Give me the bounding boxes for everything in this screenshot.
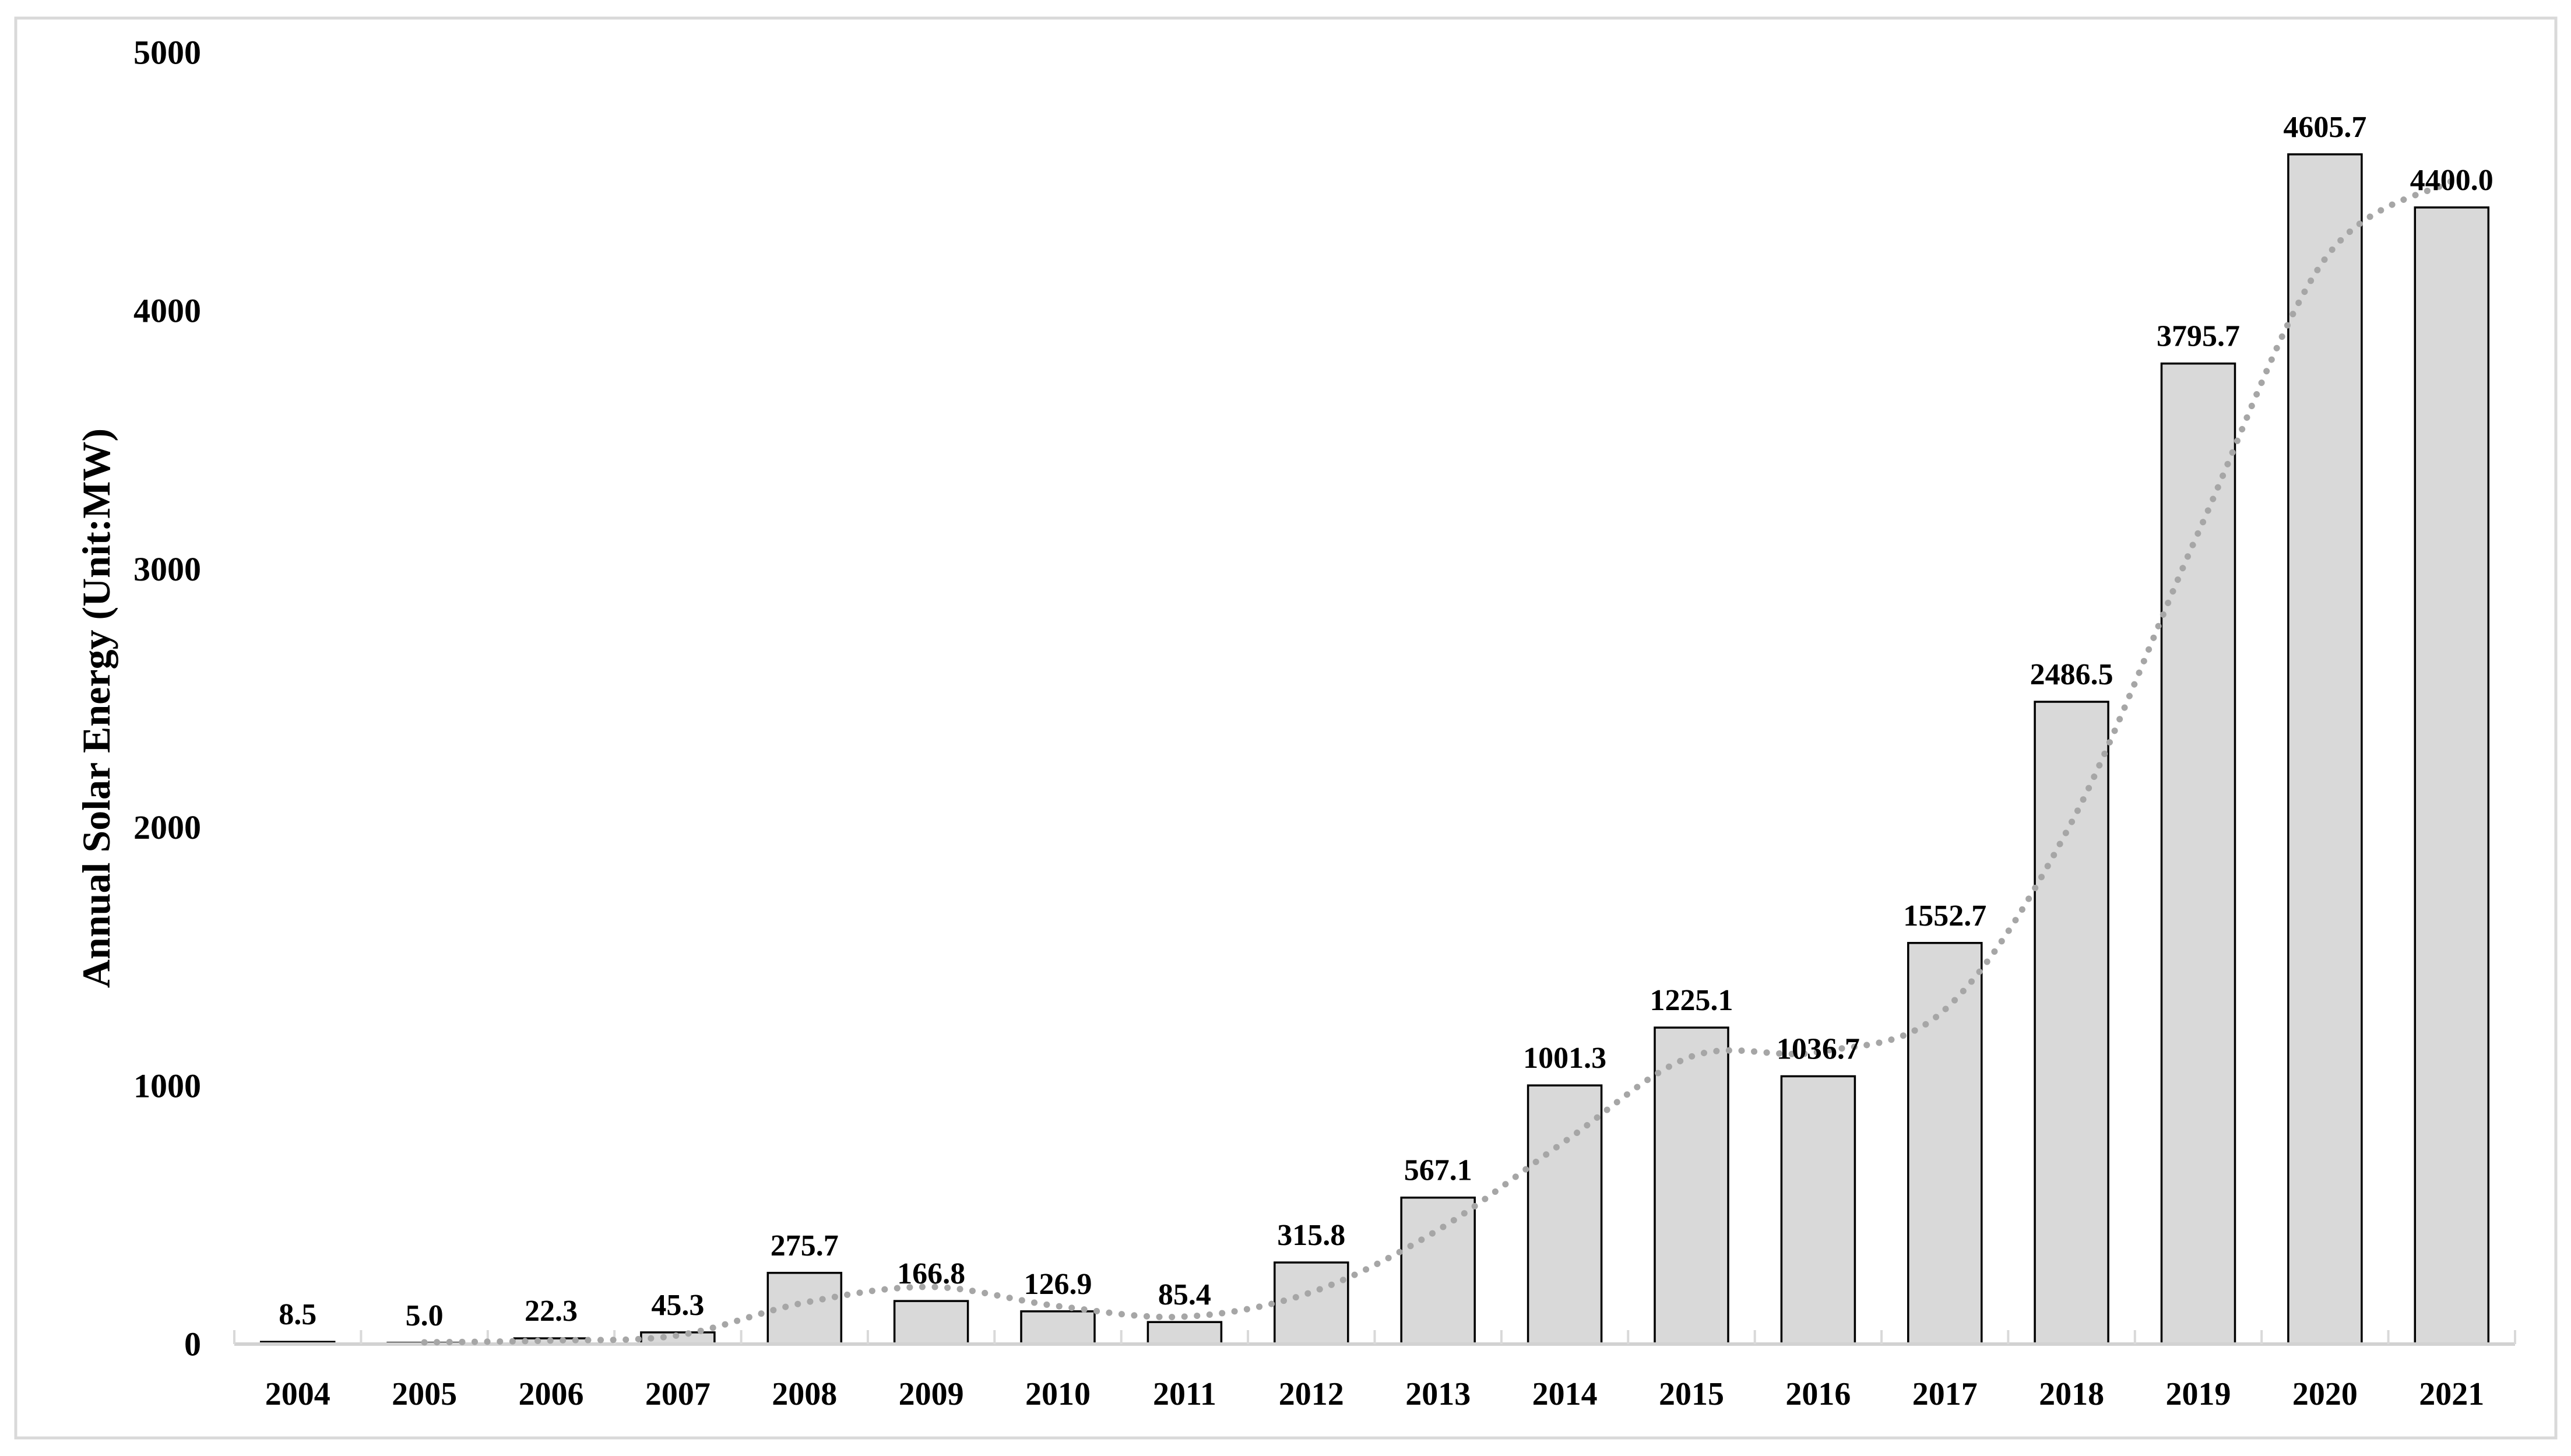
y-tick-label-1000: 1000 [133,1067,201,1105]
bar-2021 [2414,206,2490,1345]
x-tick-label-2005: 2005 [392,1376,457,1412]
bar-2008 [766,1272,843,1345]
bars-layer [259,153,2490,1345]
trend-line-layer [421,177,2455,1346]
bar-2018 [2034,701,2109,1345]
bar-2013 [1400,1196,1476,1345]
bar-value-label-2013: 567.1 [1404,1154,1472,1187]
x-tick-label-2009: 2009 [899,1376,964,1412]
x-tick-label-2016: 2016 [1785,1376,1851,1412]
x-tick-label-2011: 2011 [1153,1376,1216,1412]
bar-value-label-2012: 315.8 [1277,1219,1345,1252]
bar-value-label-2008: 275.7 [771,1229,839,1262]
bar-value-label-2004: 8.5 [279,1298,316,1331]
bar-value-label-2017: 1552.7 [1903,899,1986,933]
labels-layer: 8.5 5.0 22.3 45.3 275.7 166.8 126.9 85.4 315.8 56… [133,34,2493,1413]
x-tick-label-2021: 2021 [2419,1376,2484,1412]
x-tick-label-2013: 2013 [1405,1376,1471,1412]
x-tick-label-2012: 2012 [1279,1376,1344,1412]
y-axis-title: Annual Solar Energy (Unit:MW) [74,428,118,988]
x-tick-label-2017: 2017 [1912,1376,1978,1412]
y-tick-label-0: 0 [184,1325,201,1363]
bar-value-label-2014: 1001.3 [1523,1042,1606,1075]
bar-value-label-2011: 85.4 [1158,1278,1211,1311]
bar-value-label-2021: 4400.0 [2410,164,2493,197]
bar-value-label-2006: 22.3 [525,1295,578,1328]
bar-2011 [1146,1321,1223,1345]
y-tick-label-5000: 5000 [133,34,201,72]
bar-2017 [1907,942,1983,1345]
x-tick-label-2019: 2019 [2166,1376,2231,1412]
bar-2014 [1527,1084,1603,1345]
bar-2016 [1780,1075,1856,1345]
bar-2009 [893,1300,969,1345]
x-tick-label-2018: 2018 [2039,1376,2104,1412]
x-tick-label-2020: 2020 [2292,1376,2358,1412]
bar-value-label-2010: 126.9 [1024,1268,1092,1301]
bar-2020 [2287,153,2363,1345]
bar-2015 [1654,1026,1729,1345]
bar-value-label-2007: 45.3 [651,1289,704,1322]
x-tick-label-2010: 2010 [1025,1376,1091,1412]
bar-value-label-2019: 3795.7 [2157,320,2240,353]
x-tick-label-2008: 2008 [772,1376,837,1412]
bar-value-label-2016: 1036.7 [1777,1033,1860,1066]
y-tick-label-3000: 3000 [133,550,201,588]
x-tick-label-2007: 2007 [645,1376,711,1412]
bar-value-label-2020: 4605.7 [2283,111,2366,144]
bar-2019 [2160,362,2236,1345]
x-tick-label-2014: 2014 [1532,1376,1598,1412]
bar-value-label-2015: 1225.1 [1650,984,1733,1017]
panel-border [14,16,2558,1440]
trend-dotted-line [421,177,2455,1346]
bar-value-label-2009: 166.8 [897,1257,965,1290]
x-tick-label-2004: 2004 [265,1376,330,1412]
bar-value-label-2018: 2486.5 [2030,658,2113,691]
x-tick-label-2006: 2006 [519,1376,584,1412]
y-tick-label-4000: 4000 [133,292,201,330]
x-tick-label-2015: 2015 [1659,1376,1724,1412]
bar-2010 [1020,1310,1096,1345]
bar-value-label-2005: 5.0 [406,1299,444,1332]
y-tick-label-2000: 2000 [133,808,201,846]
